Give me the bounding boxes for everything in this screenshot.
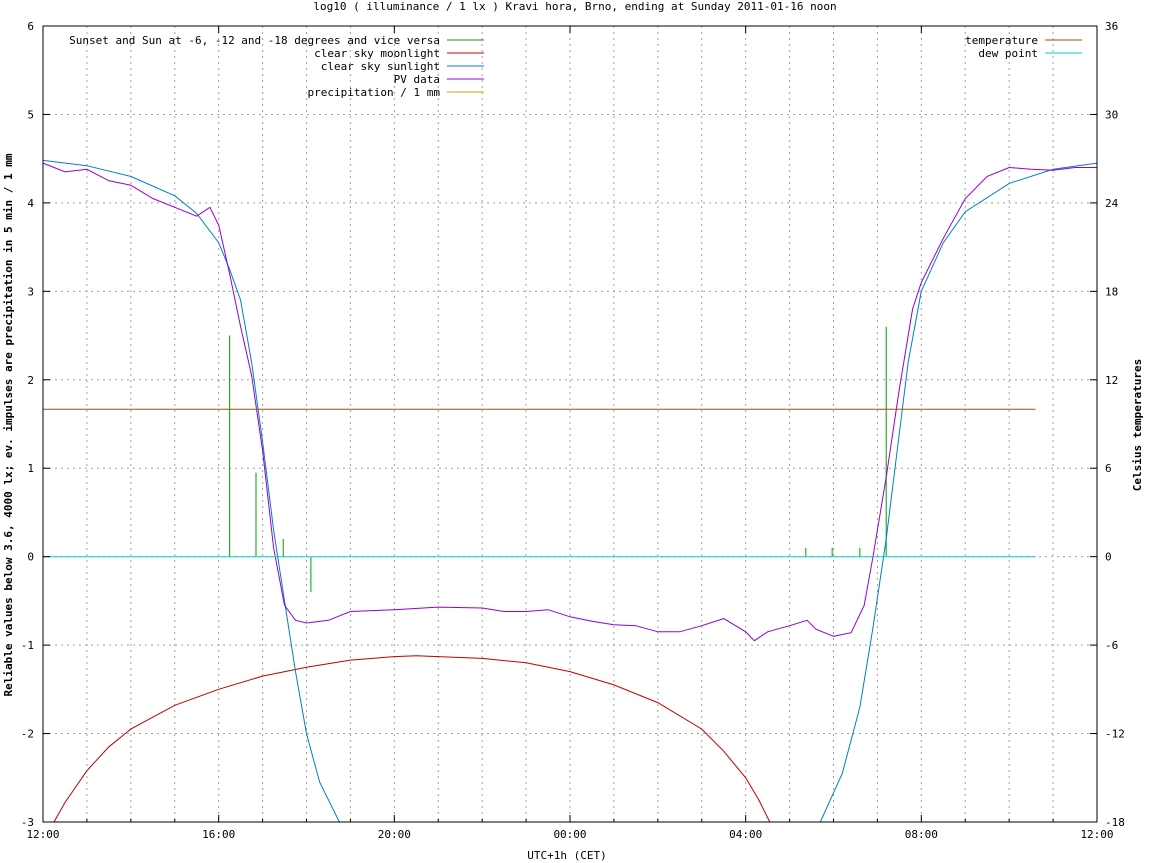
x-tick-label: 04:00 [729, 828, 762, 841]
series-body [43, 159, 1097, 822]
y-tick-label: 2 [27, 374, 34, 387]
x-tick-label: 16:00 [202, 828, 235, 841]
y-tick-label: -3 [21, 816, 34, 829]
axis-ticks: 12:00 16:00 20:00 00:00 04:00 08:00 12:00-3-2-… [21, 20, 1125, 841]
series-2-line [43, 159, 340, 822]
series-3-line [819, 162, 1097, 822]
y-tick-label: -1 [21, 639, 34, 652]
grid-lines [43, 26, 1097, 822]
x-tick-label: 20:00 [378, 828, 411, 841]
legend: Sunset and Sun at -6, -12 and -18 degree… [69, 34, 1082, 99]
y2-tick-label: 6 [1105, 462, 1112, 475]
y-tick-label: 3 [27, 285, 34, 298]
y-tick-label: 4 [27, 197, 34, 210]
x-tick-label: 00:00 [553, 828, 586, 841]
y2-tick-label: -12 [1105, 728, 1125, 741]
legend-label: precipitation / 1 mm [308, 86, 441, 99]
legend-label: clear sky moonlight [314, 47, 440, 60]
x-axis-label: UTC+1h (CET) [527, 849, 606, 862]
y-tick-label: -2 [21, 728, 34, 741]
y2-tick-label: 18 [1105, 285, 1118, 298]
y-tick-label: 5 [27, 108, 34, 121]
y-axis-label: Reliable values below 3.6, 4000 lx; ev. … [2, 153, 15, 696]
x-tick-label: 12:00 [26, 828, 59, 841]
series-4-line [43, 162, 1097, 642]
legend-label: Sunset and Sun at -6, -12 and -18 degree… [69, 34, 440, 47]
y2-tick-label: 30 [1105, 108, 1118, 121]
legend-label: PV data [394, 73, 440, 86]
y-tick-label: 0 [27, 551, 34, 564]
y2-axis-label: Celsius temperatures [1131, 359, 1144, 491]
legend-label: clear sky sunlight [321, 60, 440, 73]
legend-label: dew point [978, 47, 1038, 60]
y-tick-label: 1 [27, 462, 34, 475]
y2-tick-label: 0 [1105, 551, 1112, 564]
y-tick-label: 6 [27, 20, 34, 33]
y2-tick-label: 24 [1105, 197, 1119, 210]
y2-tick-label: -6 [1105, 639, 1118, 652]
series-1-line [53, 655, 771, 822]
series-layer [43, 159, 1097, 822]
y2-tick-label: 12 [1105, 374, 1118, 387]
y2-tick-label: -18 [1105, 816, 1125, 829]
x-tick-label: 08:00 [905, 828, 938, 841]
chart-title: log10 ( illuminance / 1 lx ) Kravi hora,… [313, 0, 836, 13]
y2-tick-label: 36 [1105, 20, 1118, 33]
legend-label: temperature [965, 34, 1038, 47]
x-tick-label: 12:00 [1080, 828, 1113, 841]
